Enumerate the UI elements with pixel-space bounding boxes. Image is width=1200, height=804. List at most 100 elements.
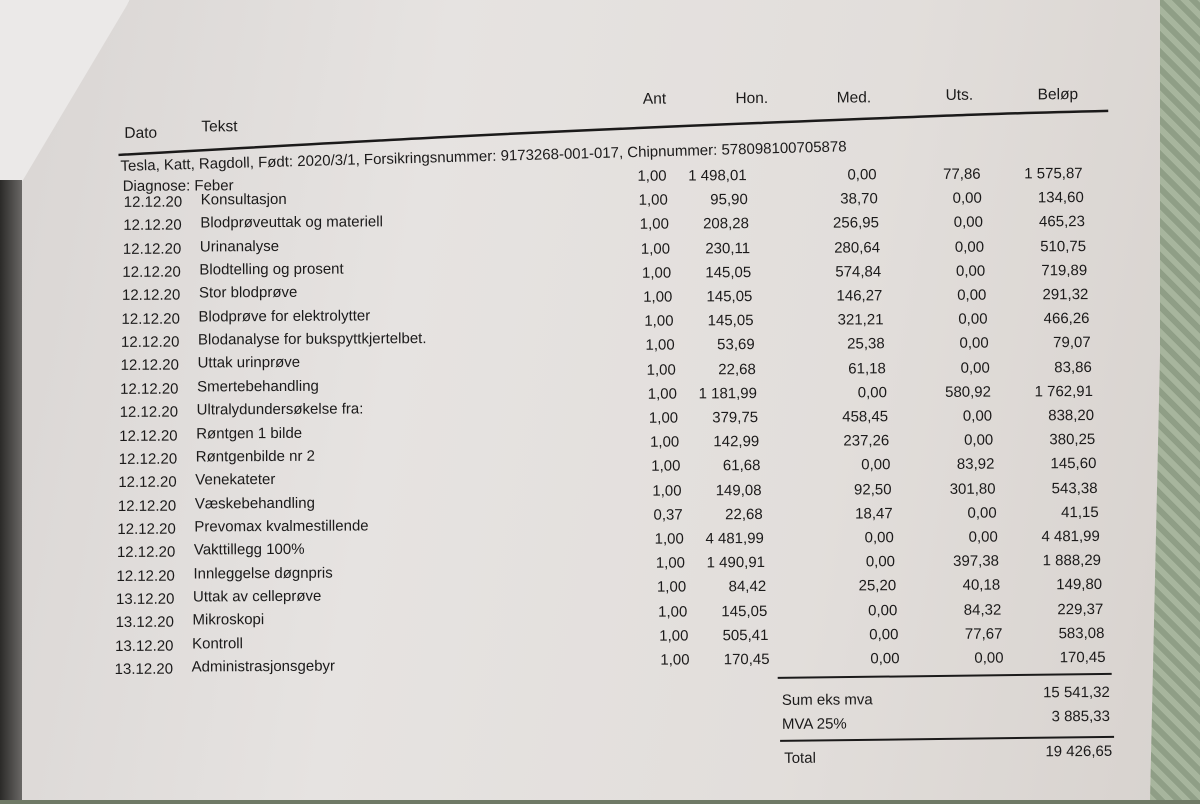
row-date: 12.12.20 bbox=[119, 403, 179, 422]
total-label: Total bbox=[784, 749, 816, 767]
row-belop: 466,26 bbox=[1043, 310, 1090, 328]
row-med: 0,00 bbox=[868, 601, 898, 619]
row-med: 38,70 bbox=[840, 190, 878, 208]
row-belop: 465,23 bbox=[1038, 213, 1085, 231]
row-belop: 145,60 bbox=[1050, 455, 1097, 473]
row-uts: 0,00 bbox=[953, 214, 983, 232]
row-date: 12.12.20 bbox=[123, 216, 182, 235]
row-uts: 0,00 bbox=[952, 189, 982, 208]
row-med: 280,64 bbox=[834, 238, 881, 257]
row-uts: 301,80 bbox=[949, 480, 996, 498]
row-uts: 0,00 bbox=[957, 286, 987, 304]
row-text: Uttak urinprøve bbox=[197, 354, 301, 372]
row-uts: 397,38 bbox=[953, 552, 1000, 571]
row-text: Røntgen 1 bilde bbox=[196, 424, 303, 442]
row-hon: 230,11 bbox=[705, 239, 751, 257]
row-belop: 838,20 bbox=[1048, 406, 1095, 425]
row-uts: 0,00 bbox=[962, 407, 993, 425]
row-uts: 580,92 bbox=[945, 383, 992, 401]
row-uts: 0,00 bbox=[954, 238, 985, 256]
row-med: 458,45 bbox=[842, 408, 889, 426]
row-med: 92,50 bbox=[853, 480, 892, 499]
row-belop: 83,86 bbox=[1054, 358, 1092, 376]
row-date: 12.12.20 bbox=[119, 427, 178, 445]
row-hon: 53,69 bbox=[717, 336, 755, 354]
row-med: 0,00 bbox=[847, 166, 877, 184]
row-belop: 543,38 bbox=[1051, 479, 1098, 497]
row-date: 12.12.20 bbox=[117, 520, 176, 538]
row-hon: 379,75 bbox=[712, 409, 759, 427]
row-hon: 1 490,91 bbox=[706, 554, 766, 572]
row-uts: 0,00 bbox=[963, 431, 994, 449]
row-belop: 510,75 bbox=[1040, 237, 1087, 255]
row-date: 12.12.20 bbox=[116, 567, 175, 585]
row-belop: 291,32 bbox=[1042, 286, 1089, 304]
row-uts: 77,67 bbox=[964, 625, 1003, 643]
row-text: Stor blodprøve bbox=[198, 284, 298, 302]
row-text: Kontroll bbox=[192, 634, 243, 653]
paper-shadow bbox=[0, 180, 22, 800]
row-hon: 84,42 bbox=[728, 578, 767, 596]
row-uts: 0,00 bbox=[968, 528, 998, 546]
row-hon: 170,45 bbox=[723, 650, 770, 669]
row-hon: 145,05 bbox=[721, 602, 768, 620]
row-date: 13.12.20 bbox=[114, 660, 174, 678]
row-date: 12.12.20 bbox=[120, 333, 180, 352]
row-text: Vakttillegg 100% bbox=[193, 541, 305, 559]
row-belop: 170,45 bbox=[1059, 648, 1106, 667]
row-belop: 719,89 bbox=[1041, 261, 1088, 280]
row-belop: 149,80 bbox=[1056, 576, 1103, 594]
row-uts: 40,18 bbox=[962, 576, 1001, 595]
row-hon: 505,41 bbox=[722, 626, 769, 645]
row-belop: 229,37 bbox=[1057, 600, 1104, 618]
sum-value: 15 541,32 bbox=[1043, 683, 1110, 702]
row-text: Væskebehandling bbox=[194, 494, 315, 513]
row-belop: 4 481,99 bbox=[1041, 527, 1100, 546]
row-uts: 0,00 bbox=[960, 359, 990, 377]
row-hon: 1 181,99 bbox=[698, 384, 758, 403]
row-med: 0,00 bbox=[861, 456, 891, 474]
row-uts: 0,00 bbox=[959, 335, 989, 353]
row-hon: 208,28 bbox=[702, 215, 749, 233]
row-date: 12.12.20 bbox=[121, 286, 181, 305]
row-hon: 95,90 bbox=[710, 191, 748, 209]
row-uts: 0,00 bbox=[955, 262, 986, 280]
row-med: 25,38 bbox=[847, 335, 885, 353]
row-belop: 1 575,87 bbox=[1024, 165, 1083, 183]
row-med: 0,00 bbox=[869, 625, 899, 644]
row-date: 12.12.20 bbox=[118, 473, 177, 492]
row-text: Blodprøve for elektrolytter bbox=[198, 307, 371, 326]
row-text: Blodprøveuttak og materiell bbox=[200, 213, 383, 232]
row-text: Røntgenbilde nr 2 bbox=[195, 447, 316, 466]
row-uts: 83,92 bbox=[956, 455, 995, 474]
row-date: 12.12.20 bbox=[122, 240, 182, 258]
row-uts: 84,32 bbox=[963, 601, 1002, 619]
row-date: 12.12.20 bbox=[116, 543, 176, 562]
row-hon: 61,68 bbox=[722, 457, 761, 475]
vat-value: 3 885,33 bbox=[1051, 707, 1110, 726]
row-text: Ultralydundersøkelse fra: bbox=[196, 400, 364, 419]
row-text: Smertebehandling bbox=[197, 377, 319, 396]
row-med: 0,00 bbox=[857, 384, 888, 402]
row-med: 0,00 bbox=[870, 650, 900, 668]
row-uts: 0,00 bbox=[967, 504, 997, 522]
row-hon: 1 498,01 bbox=[688, 167, 747, 185]
row-med: 61,18 bbox=[848, 359, 886, 378]
vat-label: MVA 25% bbox=[781, 715, 847, 733]
row-med: 146,27 bbox=[836, 287, 883, 305]
row-med: 237,26 bbox=[843, 432, 890, 450]
row-date: 12.12.20 bbox=[118, 450, 178, 468]
row-text: Uttak av celleprøve bbox=[192, 587, 322, 606]
row-hon: 22,68 bbox=[718, 360, 756, 378]
row-text: Blodtelling og prosent bbox=[199, 260, 344, 279]
row-med: 0,00 bbox=[865, 553, 896, 571]
row-hon: 142,99 bbox=[713, 433, 760, 451]
row-hon: 145,05 bbox=[706, 288, 753, 306]
row-text: Administrasjonsgebyr bbox=[191, 657, 336, 676]
row-belop: 1 888,29 bbox=[1042, 552, 1102, 570]
row-hon: 4 481,99 bbox=[705, 530, 764, 548]
row-belop: 1 762,91 bbox=[1034, 382, 1094, 401]
row-belop: 41,15 bbox=[1061, 503, 1099, 521]
row-hon: 145,05 bbox=[705, 263, 752, 282]
